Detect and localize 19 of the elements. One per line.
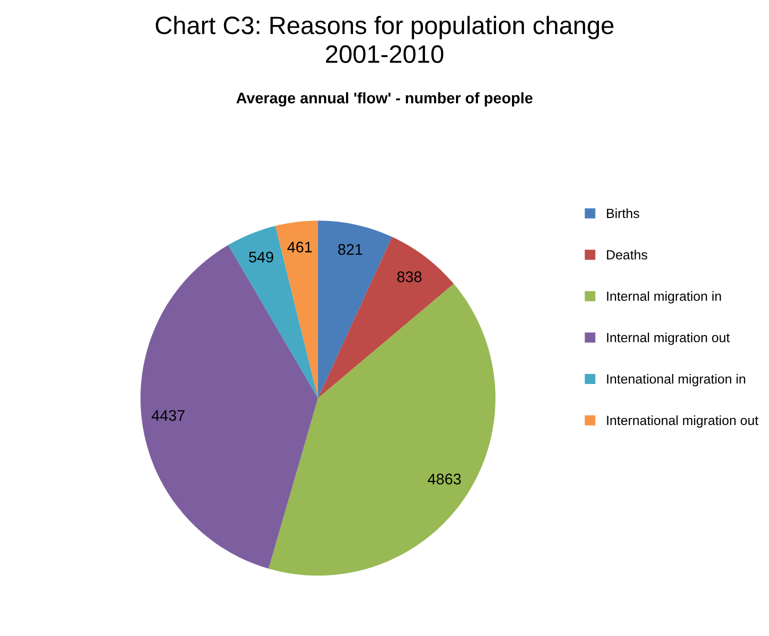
legend-label: Deaths [606, 250, 648, 260]
pie-slice [318, 236, 454, 398]
pie-slice [318, 220, 392, 398]
pie-slice [268, 284, 496, 576]
legend-label: International migration out [607, 415, 758, 428]
chart-subtitle: Average annual 'flow' - number of people [236, 92, 532, 107]
legend-label: Internal migration out [607, 332, 730, 345]
data-label: 461 [287, 242, 312, 252]
data-label: 838 [397, 271, 422, 282]
data-label: 549 [249, 252, 274, 262]
pie-slice [275, 220, 318, 398]
data-label: 821 [338, 244, 362, 255]
legend-label: Births [606, 208, 640, 218]
data-label: 4437 [152, 410, 185, 421]
data-label: 4863 [428, 474, 461, 484]
pie-slice [228, 226, 318, 398]
legend-label: Internal migration in [607, 291, 721, 304]
legend-label: Intenational migration in [607, 374, 746, 386]
chart-title: Chart C3: Reasons for population change 2001-2010 [156, 16, 614, 64]
